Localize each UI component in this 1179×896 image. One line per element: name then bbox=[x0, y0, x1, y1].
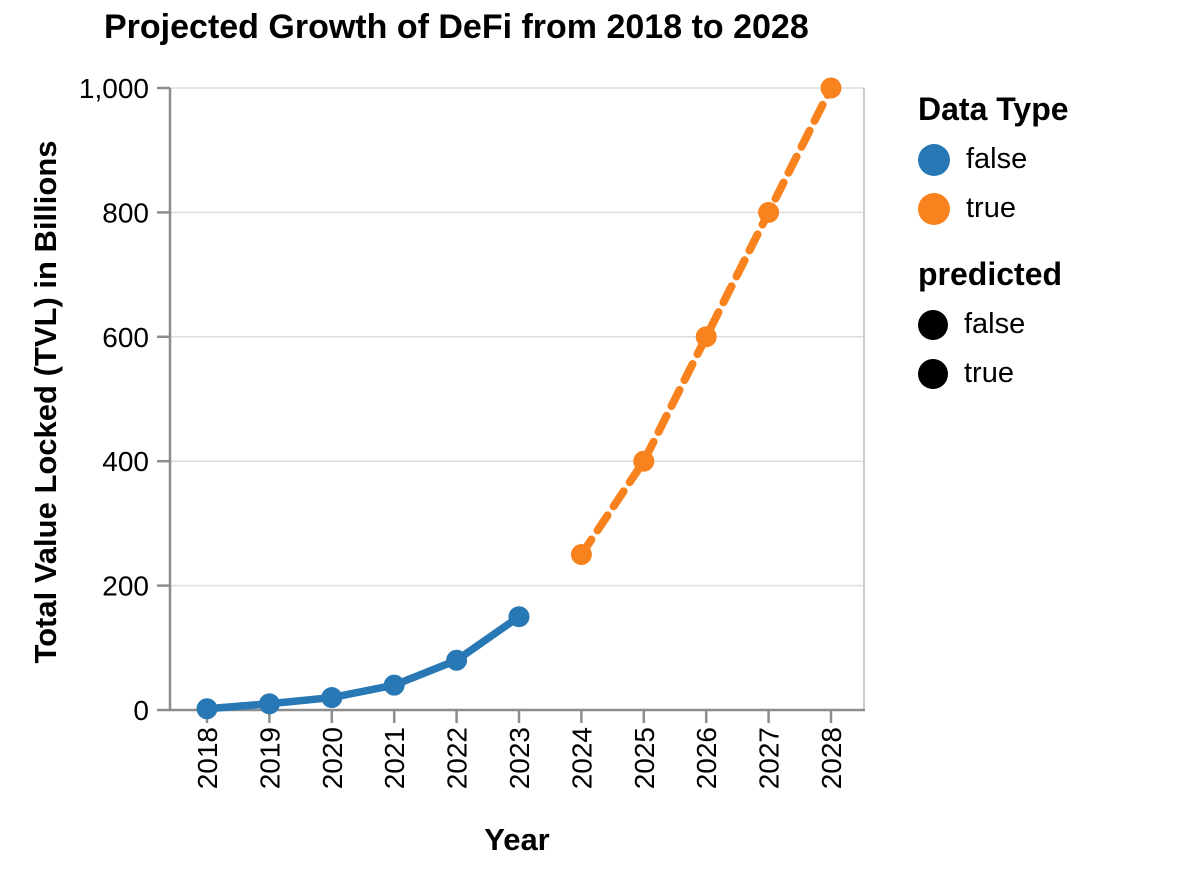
data-point-2028 bbox=[820, 77, 842, 99]
data-point-2025 bbox=[633, 450, 655, 472]
orange-circle-icon bbox=[918, 192, 950, 225]
legend-item-label: true bbox=[966, 192, 1016, 224]
x-tick-label: 2023 bbox=[504, 727, 535, 789]
x-tick-label: 2022 bbox=[442, 727, 473, 789]
legend-item-label: false bbox=[966, 143, 1028, 175]
data-point-2027 bbox=[758, 201, 780, 223]
x-tick-label: 2021 bbox=[379, 727, 410, 789]
y-tick-label: 600 bbox=[102, 322, 149, 353]
legend-item-label: true bbox=[964, 357, 1014, 389]
x-tick-label: 2027 bbox=[754, 727, 785, 789]
data-point-2020 bbox=[321, 687, 343, 709]
y-tick-label: 1,000 bbox=[79, 73, 149, 104]
blue-circle-icon bbox=[918, 143, 950, 176]
x-tick-label: 2024 bbox=[566, 727, 597, 789]
y-tick-label: 800 bbox=[102, 197, 149, 228]
data-point-2018 bbox=[196, 698, 218, 720]
y-axis-title: Total Value Locked (TVL) in Billions bbox=[28, 140, 63, 664]
y-tick-label: 0 bbox=[133, 695, 149, 726]
x-tick-label: 2028 bbox=[816, 727, 847, 789]
legend-items: false true bbox=[918, 135, 1069, 233]
data-point-2023 bbox=[508, 606, 530, 628]
legend-group-data-type: Data Type false true bbox=[918, 90, 1069, 233]
legend-title-data-type: Data Type bbox=[918, 91, 1069, 127]
black-circle-icon bbox=[918, 309, 948, 340]
legend-item-data-type-false: false bbox=[918, 135, 1069, 184]
y-tick-label: 200 bbox=[102, 571, 149, 602]
data-point-2019 bbox=[258, 693, 280, 715]
legend-group-predicted: predicted false true bbox=[918, 255, 1069, 398]
legend: Data Type false true predicted false bbox=[918, 90, 1069, 398]
y-tick-label: 400 bbox=[102, 446, 149, 477]
x-tick-label: 2026 bbox=[691, 727, 722, 789]
black-circle-icon bbox=[918, 358, 948, 389]
chart-title: Projected Growth of DeFi from 2018 to 20… bbox=[104, 8, 809, 46]
legend-items: false true bbox=[918, 300, 1069, 398]
x-axis-title: Year bbox=[484, 822, 550, 857]
x-tick-label: 2018 bbox=[192, 727, 223, 789]
x-tick-label: 2020 bbox=[317, 727, 348, 789]
x-tick-label: 2019 bbox=[254, 727, 285, 789]
series-line-projected bbox=[577, 84, 835, 559]
series-line-actual bbox=[203, 612, 523, 713]
x-tick-label: 2025 bbox=[629, 727, 660, 789]
data-point-2021 bbox=[383, 674, 405, 696]
legend-item-data-type-true: true bbox=[918, 184, 1069, 233]
legend-item-label: false bbox=[964, 308, 1026, 340]
legend-item-predicted-true: true bbox=[918, 349, 1069, 398]
data-point-2022 bbox=[446, 649, 468, 671]
data-point-2024 bbox=[570, 544, 592, 565]
legend-title-predicted: predicted bbox=[918, 256, 1063, 292]
legend-item-predicted-false: false bbox=[918, 300, 1069, 349]
data-point-2026 bbox=[695, 326, 717, 348]
